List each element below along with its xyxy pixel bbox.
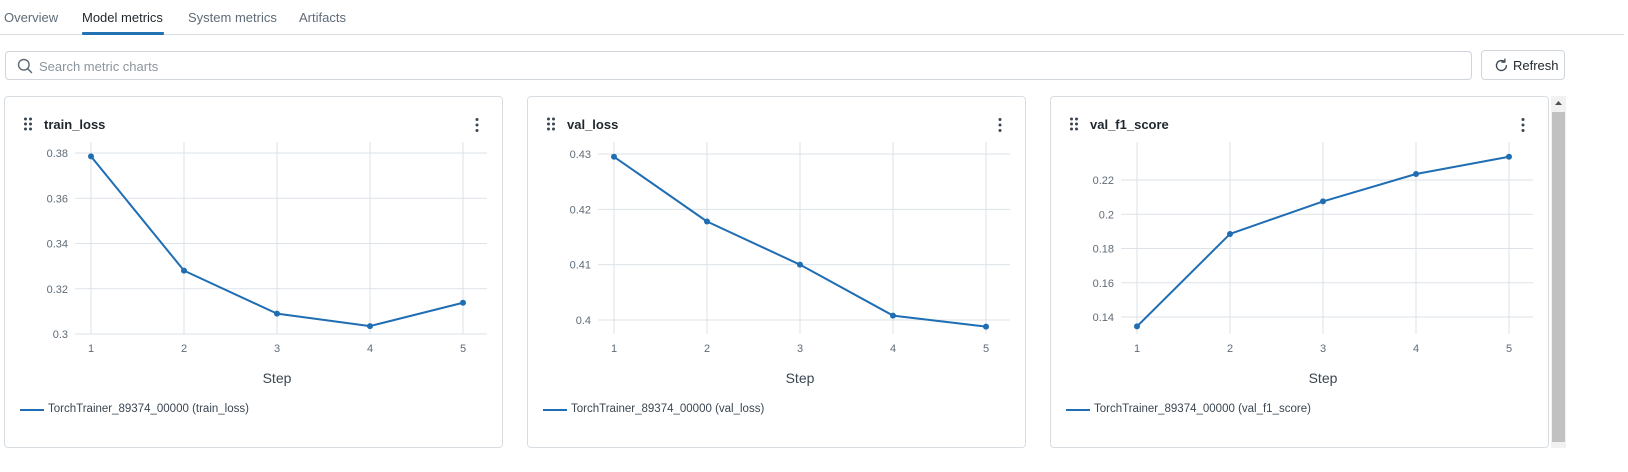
drag-handle-icon[interactable] (23, 117, 33, 131)
data-point (1134, 323, 1140, 330)
drag-handle-icon[interactable] (1069, 117, 1079, 131)
legend-swatch (543, 409, 567, 411)
chart-card-val-f1-score: val_f1_score 0.22 0.2 0.18 0.16 0.14 1 2 3 4 5 Ste… (1050, 96, 1549, 448)
search-box[interactable] (5, 51, 1472, 80)
y-tick-label: 0.4 (576, 315, 591, 327)
x-tick-label: 4 (890, 343, 896, 355)
x-tick-label: 1 (611, 343, 617, 355)
x-tick-label: 3 (274, 343, 280, 355)
search-input[interactable] (39, 56, 1459, 76)
legend-label: TorchTrainer_89374_00000 (val_f1_score) (1094, 403, 1311, 415)
data-point (367, 323, 373, 330)
legend-label: TorchTrainer_89374_00000 (train_loss) (48, 403, 249, 415)
x-axis-title: Step (786, 370, 815, 386)
x-tick-label: 2 (704, 343, 710, 355)
scrollbar[interactable] (1551, 96, 1566, 448)
chart-card-val-loss: val_loss 0.43 0.42 0.41 0.4 1 2 3 4 5 Step TorchT… (527, 96, 1026, 448)
chart-plot: 0.22 0.2 0.18 0.16 0.14 1 2 3 4 5 Step (1093, 142, 1533, 386)
y-tick-label: 0.16 (1093, 278, 1114, 290)
data-point (88, 153, 94, 160)
chart-card-train-loss: train_loss 0.38 0.36 0.34 0.32 0.3 1 2 3 4 5 Step … (4, 96, 503, 448)
data-point (983, 323, 989, 330)
chart-title: train_loss (44, 117, 106, 132)
drag-handle-icon[interactable] (546, 117, 556, 131)
refresh-label: Refresh (1513, 58, 1559, 73)
y-tick-label: 0.42 (570, 204, 591, 216)
legend-swatch (20, 409, 44, 411)
data-point (890, 312, 896, 319)
y-tick-label: 0.18 (1093, 244, 1114, 256)
data-point (1413, 171, 1419, 178)
y-tick-label: 0.22 (1093, 175, 1114, 187)
y-tick-label: 0.32 (47, 284, 68, 296)
tab-artifacts[interactable]: Artifacts (299, 10, 346, 25)
legend-swatch (1066, 409, 1090, 411)
x-tick-label: 4 (1413, 343, 1419, 355)
y-tick-label: 0.14 (1093, 312, 1114, 324)
data-point (704, 218, 710, 225)
y-tick-label: 0.3 (53, 329, 68, 341)
legend-label: TorchTrainer_89374_00000 (val_loss) (571, 403, 765, 415)
x-tick-label: 3 (1320, 343, 1326, 355)
x-tick-label: 4 (367, 343, 373, 355)
x-tick-label: 5 (1506, 343, 1512, 355)
y-tick-label: 0.41 (570, 260, 591, 272)
chart-plot: 0.38 0.36 0.34 0.32 0.3 1 2 3 4 5 Step (47, 142, 487, 386)
data-point (274, 310, 280, 317)
y-tick-label: 0.38 (47, 148, 68, 160)
refresh-button[interactable]: Refresh (1481, 50, 1565, 80)
x-tick-label: 2 (1227, 343, 1233, 355)
tab-overview[interactable]: Overview (4, 10, 59, 25)
x-tick-label: 5 (460, 343, 466, 355)
active-tab-indicator (82, 32, 164, 35)
tab-model-metrics[interactable]: Model metrics (82, 10, 163, 25)
y-tick-label: 0.43 (570, 149, 591, 161)
data-point (1227, 230, 1233, 237)
x-axis-title: Step (263, 370, 292, 386)
x-tick-label: 3 (797, 343, 803, 355)
chart-title: val_loss (567, 117, 619, 132)
tab-system-metrics[interactable]: System metrics (188, 10, 277, 25)
search-icon (17, 58, 33, 74)
x-axis-title: Step (1309, 370, 1338, 386)
chart-title: val_f1_score (1090, 117, 1169, 132)
data-point (181, 267, 187, 274)
data-point (460, 299, 466, 306)
scrollbar-thumb[interactable] (1552, 112, 1565, 442)
y-tick-label: 0.36 (47, 193, 68, 205)
y-tick-label: 0.34 (47, 239, 68, 251)
x-tick-label: 1 (1134, 343, 1140, 355)
tab-bar: Overview Model metrics System metrics Ar… (0, 0, 1624, 35)
x-tick-label: 1 (88, 343, 94, 355)
kebab-menu-icon[interactable] (1520, 117, 1526, 133)
kebab-menu-icon[interactable] (474, 117, 480, 133)
data-point (797, 261, 803, 268)
x-tick-label: 2 (181, 343, 187, 355)
y-tick-label: 0.2 (1099, 209, 1114, 221)
kebab-menu-icon[interactable] (997, 117, 1003, 133)
data-point (611, 153, 617, 160)
data-point (1506, 153, 1512, 160)
refresh-icon (1495, 58, 1508, 72)
data-point (1320, 198, 1326, 205)
scroll-up-arrow-icon[interactable] (1551, 96, 1566, 110)
x-tick-label: 5 (983, 343, 989, 355)
